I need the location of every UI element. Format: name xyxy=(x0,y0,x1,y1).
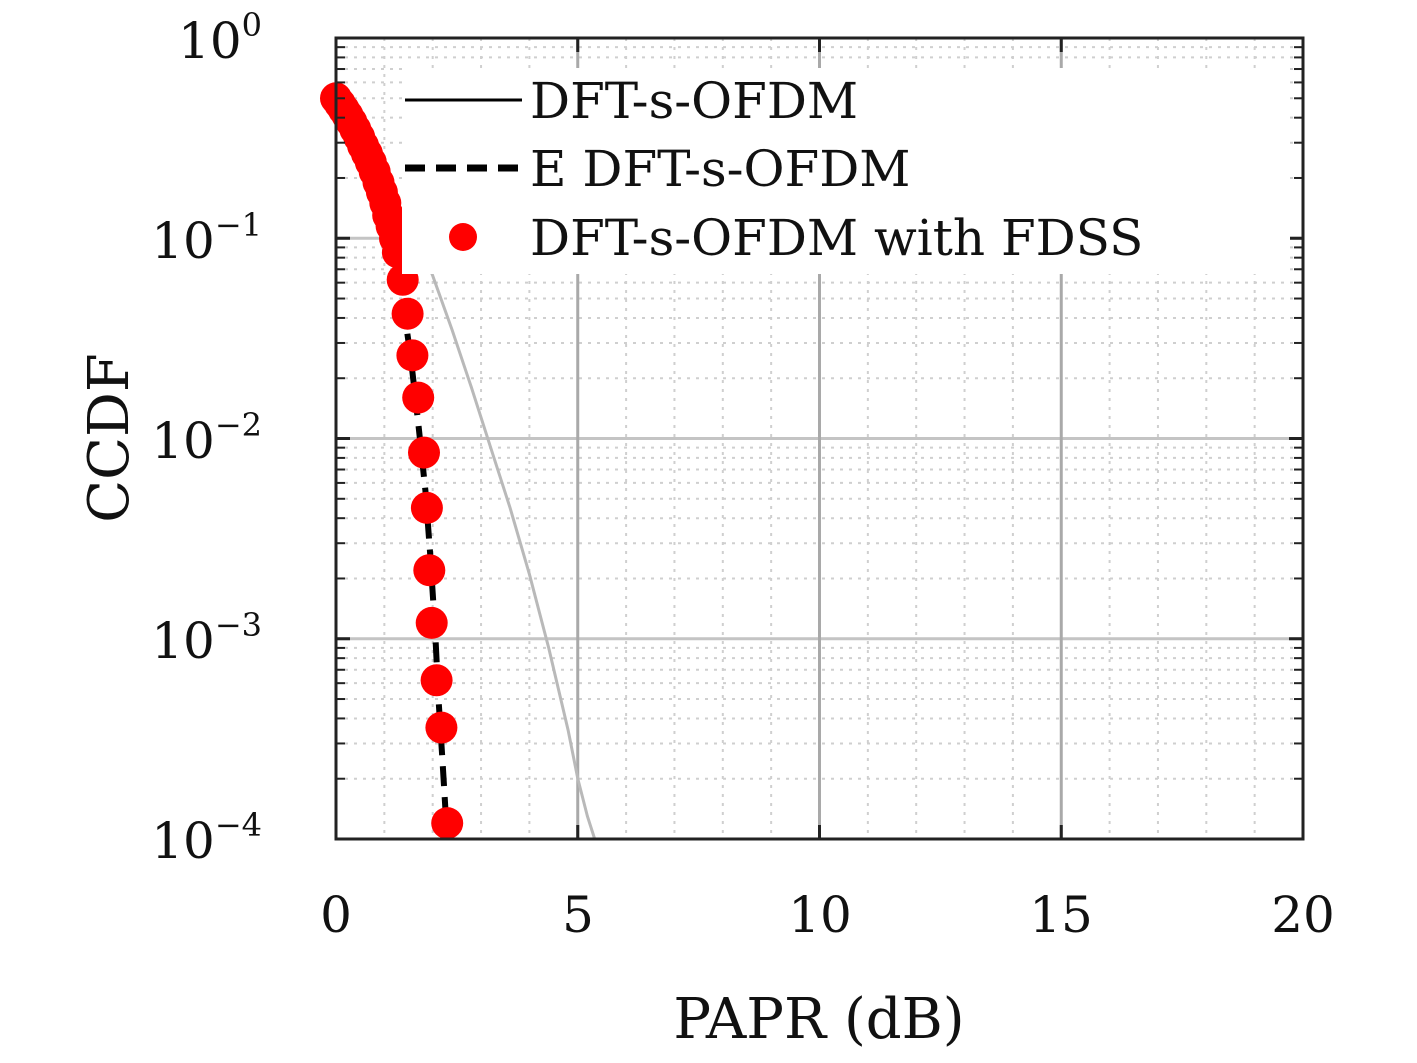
x-tick-label: 15 xyxy=(1029,886,1093,944)
x-tick-labels: 0 5 10 15 20 xyxy=(320,886,1335,944)
data-point-fdss xyxy=(413,554,446,587)
data-point-fdss xyxy=(391,297,424,330)
y-tick-label: 10−4 xyxy=(151,806,262,870)
y-axis-label: CCDF xyxy=(77,353,142,522)
y-tick-label: 10−1 xyxy=(151,206,262,270)
y-tick-label: 10−3 xyxy=(151,606,262,670)
y-tick-label: 100 xyxy=(178,6,262,70)
legend-box xyxy=(402,68,1290,274)
x-axis-label: PAPR (dB) xyxy=(673,987,964,1052)
data-point-fdss xyxy=(402,381,435,414)
legend-entry-e-dft-s-ofdm: E DFT-s-OFDM xyxy=(530,140,911,198)
legend-entry-dft-s-ofdm: DFT-s-OFDM xyxy=(530,72,858,130)
data-point-fdss xyxy=(415,606,448,639)
y-tick-label: 10−2 xyxy=(151,406,262,470)
x-tick-label: 10 xyxy=(788,886,852,944)
data-point-fdss xyxy=(431,807,464,840)
data-point-fdss xyxy=(396,339,429,372)
axis-ticks xyxy=(334,36,1305,841)
data-point-fdss xyxy=(408,436,440,469)
legend: DFT-s-OFDM E DFT-s-OFDM DFT-s-OFDM with … xyxy=(402,68,1290,274)
minor-grid xyxy=(336,38,1303,839)
data-point-fdss xyxy=(425,711,458,744)
data-point-fdss xyxy=(420,664,453,697)
legend-entry-fdss: DFT-s-OFDM with FDSS xyxy=(530,209,1143,267)
x-tick-label: 20 xyxy=(1271,886,1335,944)
data-point-fdss xyxy=(410,491,443,524)
legend-marker-fdss xyxy=(449,223,477,251)
x-tick-label: 5 xyxy=(562,886,594,944)
x-tick-label: 0 xyxy=(320,886,352,944)
y-tick-labels: 100 10−1 10−2 10−3 10−4 xyxy=(151,6,262,870)
